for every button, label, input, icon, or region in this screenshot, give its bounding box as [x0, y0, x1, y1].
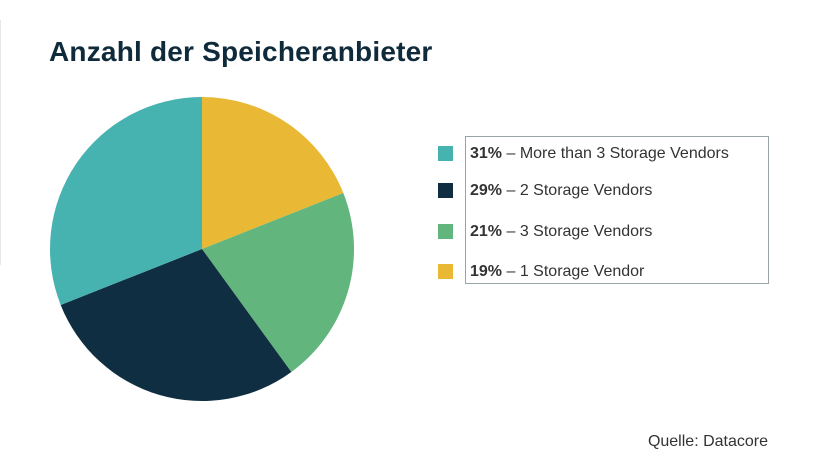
source-note: Quelle: Datacore — [647, 433, 768, 450]
chart-title: Anzahl der Speicheranbieter — [49, 36, 433, 67]
legend-percent-2-vendors: 29% — [470, 182, 503, 199]
pie-slice-3-vendors — [202, 193, 355, 372]
pie-slice-more-than-3 — [49, 97, 203, 305]
legend-swatch-2-vendors — [438, 183, 453, 198]
legend-separator: – — [502, 145, 520, 162]
legend-separator: – — [502, 182, 520, 199]
legend-label-3-vendors: 3 Storage Vendors — [519, 223, 653, 240]
legend-percent-more-than-3: 31% — [470, 145, 503, 162]
legend-percent-3-vendors: 21% — [470, 223, 503, 240]
legend-swatch-3-vendors — [438, 224, 453, 239]
pie-slice-2-vendors — [60, 249, 292, 401]
frame-edge-line — [0, 20, 1, 265]
legend-label-2-vendors: 2 Storage Vendors — [519, 182, 653, 199]
legend-label-more-than-3: More than 3 Storage Vendors — [519, 145, 729, 162]
legend-label-1-vendor: 1 Storage Vendor — [519, 263, 645, 280]
legend-swatch-more-than-3 — [438, 146, 453, 161]
legend-swatch-1-vendor — [438, 264, 453, 279]
legend-separator: – — [502, 263, 520, 280]
legend: 31% – More than 3 Storage Vendors 29% – … — [438, 136, 769, 284]
legend-separator: – — [502, 223, 520, 240]
pie-slice-1-vendor — [202, 97, 344, 249]
legend-percent-1-vendor: 19% — [470, 263, 503, 280]
